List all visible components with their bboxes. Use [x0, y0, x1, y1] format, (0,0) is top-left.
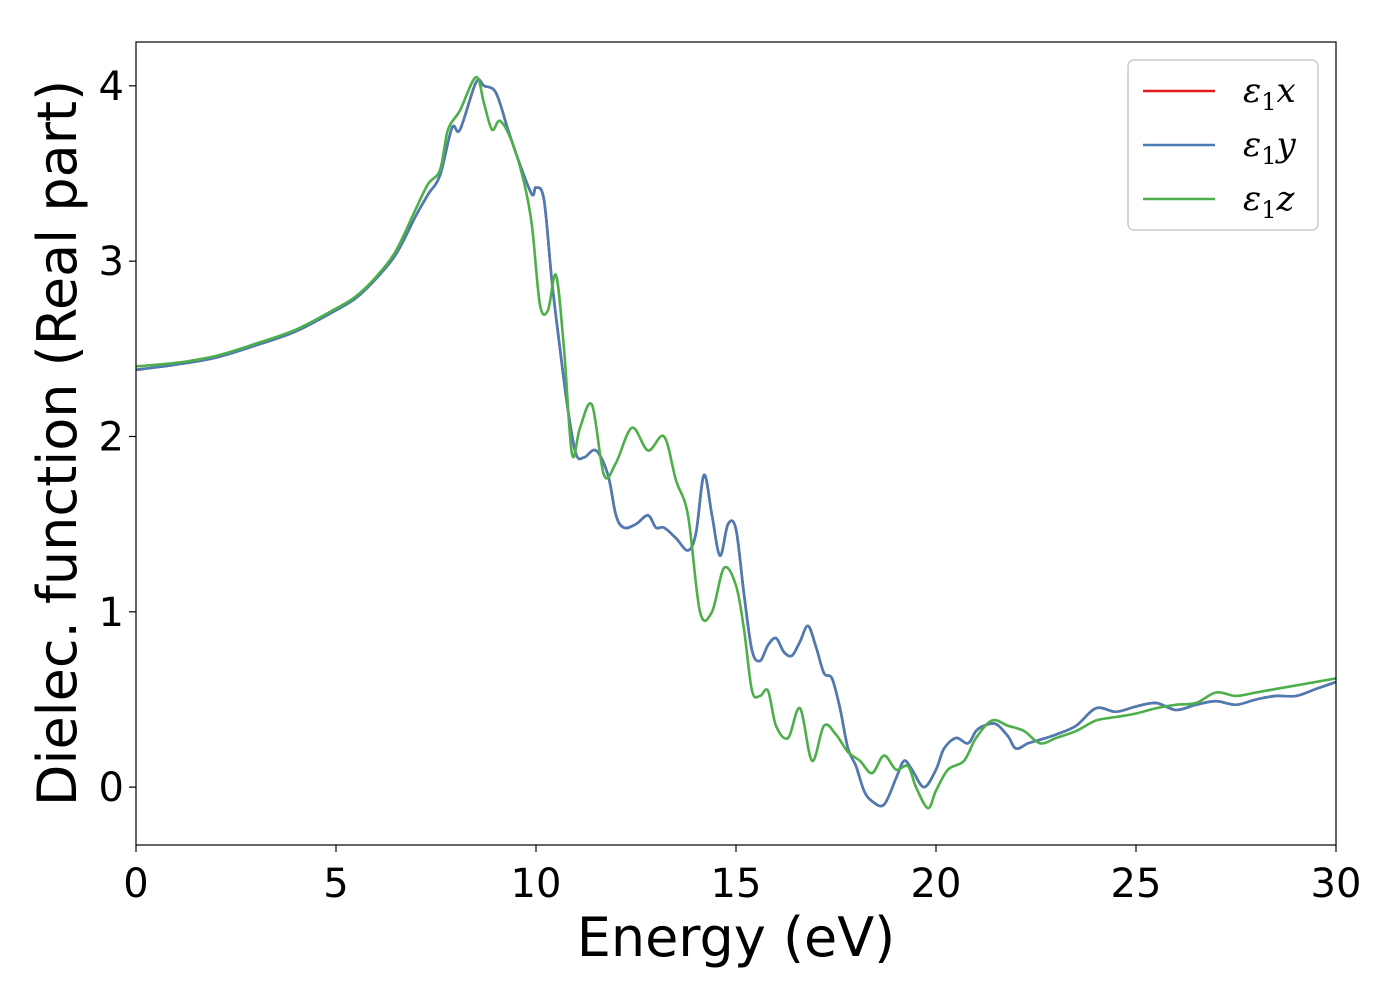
y-tick-label: 1 — [99, 590, 124, 636]
x-tick-label: 5 — [323, 861, 348, 907]
legend-box — [1127, 59, 1319, 231]
x-tick-label: 0 — [123, 861, 148, 907]
x-tick-label: 20 — [911, 861, 962, 907]
x-axis-title: Energy (eV) — [577, 906, 896, 969]
y-axis-ticks: 0 1 2 3 4 — [99, 64, 136, 811]
y-tick-label: 4 — [99, 64, 124, 110]
legend-label-z: ε1z — [1243, 179, 1296, 224]
legend: ε1x ε1y ε1z — [1127, 59, 1319, 231]
x-tick-label: 10 — [511, 861, 562, 907]
series-line-y — [136, 78, 1336, 808]
y-tick-label: 3 — [99, 239, 124, 285]
series-layer — [136, 75, 1336, 810]
x-tick-label: 15 — [711, 861, 762, 907]
x-tick-label: 25 — [1111, 861, 1162, 907]
legend-label-x: ε1x — [1243, 71, 1296, 116]
series-line-z — [136, 75, 1336, 810]
y-tick-label: 0 — [99, 765, 124, 811]
x-tick-label: 30 — [1311, 861, 1362, 907]
y-tick-label: 2 — [99, 414, 124, 460]
legend-label-y: ε1y — [1243, 125, 1297, 170]
y-axis-title: Dielec. function (Real part) — [26, 80, 89, 806]
x-axis-ticks: 0 5 10 15 20 25 30 — [123, 845, 1361, 907]
